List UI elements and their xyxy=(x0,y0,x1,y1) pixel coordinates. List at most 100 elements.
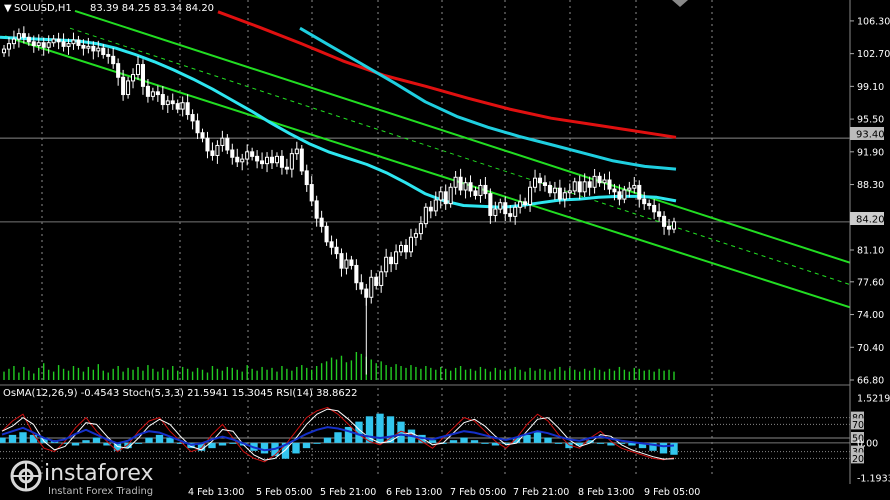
osma-bar xyxy=(313,442,321,444)
candle-body xyxy=(389,256,394,265)
osc-level-badge xyxy=(851,452,864,464)
osma-bar xyxy=(19,432,27,443)
candle-body xyxy=(126,80,131,96)
candle-body xyxy=(150,91,155,97)
candle-body xyxy=(448,186,453,205)
candle-body xyxy=(503,202,508,215)
candle-body xyxy=(557,187,562,200)
osma-bar xyxy=(82,440,90,443)
candle-body xyxy=(359,282,364,290)
candle-body xyxy=(374,276,379,286)
osma-bar xyxy=(197,442,206,451)
candle-body xyxy=(230,149,235,158)
osma-bar xyxy=(260,442,269,454)
osc-level-badge xyxy=(851,445,864,457)
grid xyxy=(0,0,850,478)
osma-bar xyxy=(554,442,563,444)
candle-body xyxy=(116,63,121,78)
osma-bar xyxy=(8,434,17,443)
candle-body xyxy=(245,151,250,160)
candle-body xyxy=(384,256,389,273)
candle-body xyxy=(493,208,498,216)
candle-body xyxy=(597,175,602,184)
candle-body xyxy=(433,199,438,212)
candle-body xyxy=(398,244,404,253)
time-label: 5 Feb 05:00 xyxy=(256,487,312,498)
price-tick-label: 70.40 xyxy=(857,343,884,354)
candle-body xyxy=(671,221,677,230)
candle-body xyxy=(657,211,662,217)
candle-body xyxy=(652,204,657,213)
candle-body xyxy=(200,132,205,139)
candle-body xyxy=(170,100,175,105)
time-label: 5 Feb 21:00 xyxy=(320,487,376,498)
time-axis: 4 Feb 13:00 5 Feb 05:00 5 Feb 21:00 6 Feb 1… xyxy=(188,487,700,498)
candle-body xyxy=(155,91,160,96)
candle-body xyxy=(86,45,91,49)
candle-body xyxy=(423,206,428,225)
candle-body xyxy=(369,276,374,298)
osma-bar xyxy=(71,442,80,446)
candle-body xyxy=(572,181,577,192)
candle-body xyxy=(71,39,76,45)
osma-bar xyxy=(544,437,552,443)
price-tick-label: 88.30 xyxy=(857,180,884,191)
channel-mid-line xyxy=(69,27,851,286)
candle-body xyxy=(329,241,334,248)
osc-tick-label: 1.5219 xyxy=(857,394,890,405)
candle-body xyxy=(547,184,552,194)
osma-bar xyxy=(218,442,227,446)
osma-bar xyxy=(103,442,111,446)
candle-body xyxy=(349,259,354,266)
price-tick-label: 74.00 xyxy=(857,310,884,321)
candle-body xyxy=(91,45,96,52)
osma-bar xyxy=(502,442,510,444)
candle-body xyxy=(602,179,607,184)
candle-body xyxy=(96,47,101,52)
osma-bar xyxy=(449,440,458,443)
time-label: 9 Feb 05:00 xyxy=(644,487,700,498)
candle-body xyxy=(542,182,548,186)
candle-body xyxy=(622,189,627,200)
candle-body xyxy=(66,43,71,47)
candle-body xyxy=(16,33,21,40)
current-price-label: 84.20 xyxy=(856,215,885,226)
candle-body xyxy=(582,181,587,193)
oscillator-pane[interactable]: 1.52198070500.003020-1.1933 xyxy=(0,394,890,485)
price-tick-label: 95.50 xyxy=(857,115,884,126)
candle-body xyxy=(121,76,126,96)
candle-body xyxy=(36,42,41,46)
candle-body xyxy=(205,137,210,152)
candle-body xyxy=(334,246,339,255)
candle-body xyxy=(46,42,51,48)
osma-bar xyxy=(155,434,164,443)
chart-shift-marker[interactable] xyxy=(672,0,688,7)
candle-body xyxy=(627,187,632,191)
candle-body xyxy=(319,217,324,227)
candle-body xyxy=(299,148,304,172)
candle-body xyxy=(498,202,503,210)
candlesticks[interactable] xyxy=(1,26,677,375)
candle-body xyxy=(532,177,538,188)
candle-body xyxy=(225,137,230,151)
osma-bar xyxy=(40,437,48,443)
osma-bar xyxy=(428,440,437,443)
candle-body xyxy=(642,198,647,205)
osma-bar xyxy=(659,442,668,454)
candle-body xyxy=(61,41,66,47)
osc-level-badge xyxy=(851,418,864,430)
candle-body xyxy=(607,179,612,190)
osma-bar xyxy=(281,442,290,459)
candle-body xyxy=(111,55,116,65)
candle-body xyxy=(468,182,473,192)
candle-body xyxy=(632,184,637,189)
ma-slow-line xyxy=(217,10,677,139)
oscillator-header: OsMA(12,26,9) -0.4543 Stoch(5,3,3) 21.59… xyxy=(3,388,358,399)
candle-body xyxy=(294,148,299,155)
candle-body xyxy=(488,193,493,216)
candle-body xyxy=(408,236,414,253)
price-tick-label: 81.10 xyxy=(857,246,884,257)
channel-upper-line xyxy=(74,9,851,264)
candle-body xyxy=(215,144,220,156)
